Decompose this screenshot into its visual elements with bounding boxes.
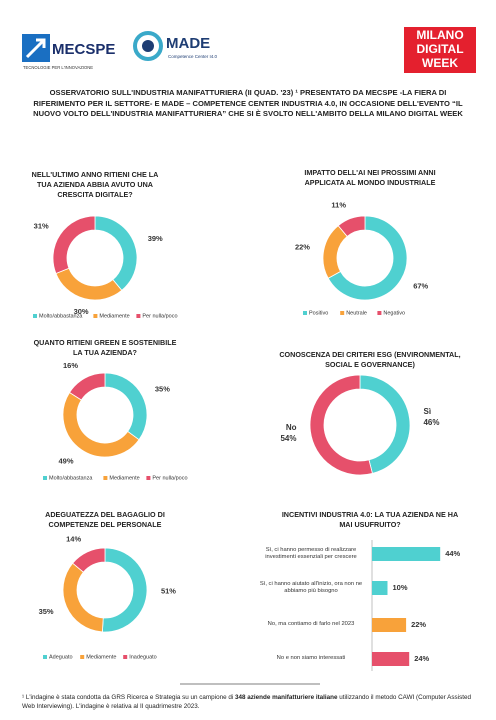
donut-segment: [322, 225, 348, 279]
legend-swatch: [146, 476, 151, 480]
donut-segment: [337, 215, 366, 237]
legend-swatch: [33, 314, 37, 318]
value-label: 35%: [155, 385, 170, 394]
donut-segment: [62, 562, 104, 633]
legend-label: Molto/abbastanza: [49, 475, 93, 481]
value-label: 11%: [331, 200, 346, 209]
donut-segment: [104, 372, 148, 441]
legend-label: Per nulla/poco: [142, 313, 177, 319]
value-label: 31%: [34, 222, 49, 231]
mdw-logo: MILANO DIGITAL WEEK: [404, 27, 476, 73]
legend-swatch: [43, 655, 47, 659]
legend-swatch: [103, 476, 108, 480]
logo-box: [404, 27, 476, 73]
value-label: 22%: [295, 242, 310, 251]
chart-title: IMPATTO DELL'AI NEI PROSSIMI ANNI APPLIC…: [304, 168, 436, 187]
donut-segment: [94, 215, 138, 291]
value-label: 10%: [393, 583, 408, 592]
legend-label: Positivo: [309, 310, 328, 316]
legend-label: Neutrale: [346, 310, 367, 316]
legend-swatch: [43, 476, 47, 480]
donut-segment: [359, 374, 411, 474]
donut-segment: [72, 547, 106, 573]
value-label: 30%: [74, 307, 89, 316]
chart-title: NELL'ULTIMO ANNO RITIENI CHE LA TUA AZIE…: [31, 170, 159, 199]
legend-swatch: [303, 311, 307, 315]
mecspe-logo: MECSPE TECNOLOGIE PER L'INNOVAZIONE: [22, 34, 115, 70]
value-label: 22%: [411, 620, 426, 629]
category-label: No, ma contiamo di farlo nel 2023: [267, 621, 355, 628]
logo-text: MECSPE: [52, 41, 115, 58]
donut-segment: [62, 391, 140, 458]
logo-text: MILANO: [416, 28, 463, 42]
legend-label: Mediamente: [86, 654, 116, 660]
logo-tagline: Competence Center I4.0: [168, 54, 218, 59]
logo-arrow: [25, 38, 46, 59]
category-label: No e non siamo interessati: [276, 655, 346, 662]
category-label: Sì, ci hanno aiutato all'inizio, ora non…: [259, 580, 363, 595]
value-label: 67%: [413, 281, 428, 290]
legend-swatch: [136, 314, 141, 318]
value-label: 51%: [161, 587, 176, 596]
value-label: 46%: [423, 418, 439, 427]
footnote-text: utilizzando il metodo CAWI (Computer Ass…: [22, 694, 471, 710]
chart-title: CONOSCENZA DEI CRITERI ESG (ENVIRONMENTA…: [279, 350, 461, 369]
value-label: 49%: [59, 456, 74, 465]
category-label: Sì: [423, 407, 431, 416]
chart-title: QUANTO RITIENI GREEN E SOSTENIBILE LA TU…: [33, 338, 177, 357]
bar: [372, 581, 388, 595]
footnote: ¹ L'indagine è stata condotta da GRS Ric…: [22, 693, 477, 711]
logo-text: DIGITAL: [416, 42, 463, 56]
donut-segment: [327, 215, 408, 301]
legend-swatch: [93, 314, 98, 318]
chart-title: INCENTIVI INDUSTRIA 4.0: LA TUA AZIENDA …: [281, 510, 459, 529]
value-label: 44%: [445, 549, 460, 558]
bar: [372, 652, 410, 666]
category-label: No: [286, 423, 297, 432]
footnote-text: ¹ L'indagine è stata condotta da GRS Ric…: [22, 694, 235, 701]
donut-segment: [52, 215, 96, 274]
logo-text: MADE: [166, 35, 210, 52]
bar: [372, 618, 407, 632]
value-label: 14%: [66, 534, 81, 543]
value-label: 35%: [39, 607, 54, 616]
chart-title: ADEGUATEZZA DEL BAGAGLIO DI COMPETENZE D…: [45, 510, 165, 529]
logo-mark: [133, 31, 163, 61]
legend-swatch: [123, 655, 128, 659]
legend-label: Mediamente: [109, 475, 139, 481]
made-logo: MADE Competence Center I4.0: [133, 31, 218, 61]
logo-mark: [142, 40, 154, 52]
category-label: Sì, ci hanno permesso di realizzare inve…: [265, 546, 357, 561]
legend-label: Adeguato: [49, 654, 73, 660]
donut-segment: [55, 267, 123, 301]
donut-segment: [309, 374, 373, 476]
page-title: OSSERVATORIO SULL'INDUSTRIA MANIFATTURIE…: [33, 88, 463, 118]
legend-swatch: [340, 311, 345, 315]
logo-text: WEEK: [422, 56, 458, 70]
bar: [372, 547, 441, 561]
logo-tagline: TECNOLOGIE PER L'INNOVAZIONE: [23, 65, 93, 70]
value-label: 16%: [63, 361, 78, 370]
value-label: 24%: [414, 654, 429, 663]
value-label: 54%: [280, 434, 296, 443]
legend-label: Mediamente: [99, 313, 129, 319]
donut-segment: [101, 547, 148, 633]
legend-swatch: [377, 311, 382, 315]
legend-label: Per nulla/poco: [152, 475, 187, 481]
legend-label: Inadeguato: [129, 654, 157, 660]
donut-segment: [68, 372, 106, 401]
value-label: 39%: [148, 234, 163, 243]
legend-label: Molto/abbastanza: [39, 313, 83, 319]
footnote-bold: 348 aziende manifatturiere italiane: [234, 694, 338, 701]
legend-label: Negativo: [383, 310, 405, 316]
legend-swatch: [80, 655, 85, 659]
